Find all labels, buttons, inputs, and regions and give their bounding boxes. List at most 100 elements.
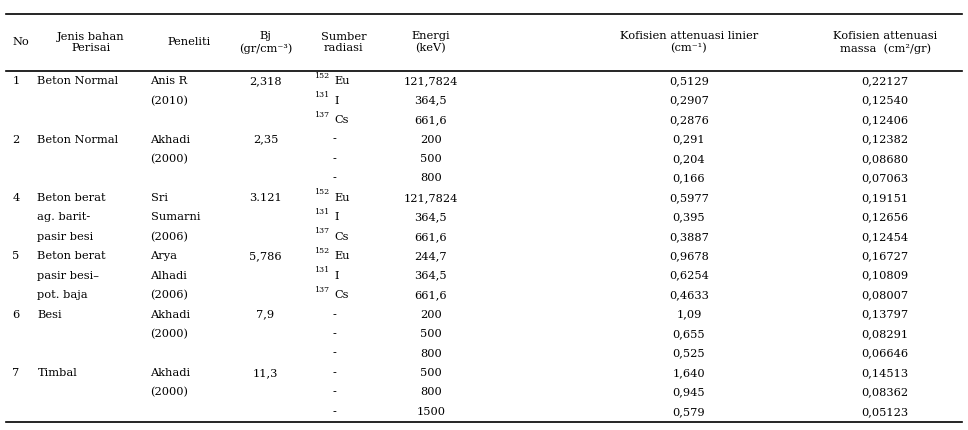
- Text: 152: 152: [315, 72, 329, 80]
- Text: 244,7: 244,7: [414, 251, 447, 261]
- Text: 0,12540: 0,12540: [862, 95, 909, 106]
- Text: Peneliti: Peneliti: [167, 37, 211, 47]
- Text: Alhadi: Alhadi: [150, 270, 188, 281]
- Text: Cs: Cs: [334, 115, 348, 125]
- Text: 0,08362: 0,08362: [862, 387, 909, 397]
- Text: 152: 152: [315, 188, 329, 197]
- Text: 800: 800: [420, 387, 441, 397]
- Text: Jenis bahan
Perisai: Jenis bahan Perisai: [57, 32, 125, 53]
- Text: 661,6: 661,6: [414, 290, 447, 300]
- Text: Arya: Arya: [150, 251, 177, 261]
- Text: ag. barit-: ag. barit-: [38, 212, 91, 222]
- Text: 364,5: 364,5: [414, 212, 447, 222]
- Text: 131: 131: [314, 266, 329, 274]
- Text: 0,12454: 0,12454: [862, 232, 909, 242]
- Text: pasir besi: pasir besi: [38, 232, 94, 242]
- Text: -: -: [332, 387, 336, 397]
- Text: 0,2907: 0,2907: [669, 95, 709, 106]
- Text: 1500: 1500: [416, 407, 445, 417]
- Text: 800: 800: [420, 348, 441, 359]
- Text: 0,4633: 0,4633: [669, 290, 709, 300]
- Text: 500: 500: [420, 368, 441, 378]
- Text: 137: 137: [315, 227, 329, 235]
- Text: 7: 7: [13, 368, 19, 378]
- Text: Beton Normal: Beton Normal: [38, 76, 118, 86]
- Text: 121,7824: 121,7824: [404, 76, 458, 86]
- Text: 0,08680: 0,08680: [862, 154, 909, 164]
- Text: Besi: Besi: [38, 310, 62, 319]
- Text: Akhadi: Akhadi: [150, 310, 191, 319]
- Text: Sumber
radiasi: Sumber radiasi: [321, 32, 367, 53]
- Text: Beton berat: Beton berat: [38, 251, 106, 261]
- Text: -: -: [332, 154, 336, 164]
- Text: Kofisien attenuasi
massa  (cm²/gr): Kofisien attenuasi massa (cm²/gr): [833, 31, 937, 54]
- Text: 0,579: 0,579: [673, 407, 706, 417]
- Text: 11,3: 11,3: [253, 368, 278, 378]
- Text: (2006): (2006): [150, 290, 189, 300]
- Text: -: -: [332, 310, 336, 319]
- Text: 0,07063: 0,07063: [862, 173, 909, 184]
- Text: 200: 200: [420, 310, 441, 319]
- Text: 0,945: 0,945: [673, 387, 706, 397]
- Text: (2000): (2000): [150, 387, 189, 398]
- Text: 2,35: 2,35: [253, 135, 278, 144]
- Text: 152: 152: [315, 247, 329, 255]
- Text: -: -: [332, 348, 336, 359]
- Text: 7,9: 7,9: [257, 310, 275, 319]
- Text: Energi
(keV): Energi (keV): [411, 31, 450, 53]
- Text: 137: 137: [315, 286, 329, 294]
- Text: 500: 500: [420, 154, 441, 164]
- Text: 500: 500: [420, 329, 441, 339]
- Text: Cs: Cs: [334, 290, 348, 300]
- Text: Beton berat: Beton berat: [38, 193, 106, 203]
- Text: Eu: Eu: [334, 76, 349, 86]
- Text: 4: 4: [13, 193, 19, 203]
- Text: 2: 2: [13, 135, 19, 144]
- Text: 0,9678: 0,9678: [669, 251, 709, 261]
- Text: 121,7824: 121,7824: [404, 193, 458, 203]
- Text: 0,5129: 0,5129: [669, 76, 709, 86]
- Text: 2,318: 2,318: [249, 76, 282, 86]
- Text: 0,525: 0,525: [673, 348, 706, 359]
- Text: 0,5977: 0,5977: [669, 193, 709, 203]
- Text: 131: 131: [314, 208, 329, 216]
- Text: Bj
(gr/cm⁻³): Bj (gr/cm⁻³): [239, 31, 292, 54]
- Text: 1,640: 1,640: [673, 368, 706, 378]
- Text: -: -: [332, 329, 336, 339]
- Text: (2006): (2006): [150, 232, 189, 242]
- Text: 0,12656: 0,12656: [862, 212, 909, 222]
- Text: -: -: [332, 173, 336, 184]
- Text: 0,14513: 0,14513: [862, 368, 909, 378]
- Text: Eu: Eu: [334, 193, 349, 203]
- Text: 0,22127: 0,22127: [862, 76, 909, 86]
- Text: 0,08007: 0,08007: [862, 290, 909, 300]
- Text: 0,2876: 0,2876: [669, 115, 709, 125]
- Text: I: I: [334, 270, 339, 281]
- Text: 200: 200: [420, 135, 441, 144]
- Text: 6: 6: [13, 310, 19, 319]
- Text: 0,19151: 0,19151: [862, 193, 909, 203]
- Text: (2010): (2010): [150, 95, 189, 106]
- Text: 800: 800: [420, 173, 441, 184]
- Text: I: I: [334, 212, 339, 222]
- Text: I: I: [334, 95, 339, 106]
- Text: 0,13797: 0,13797: [862, 310, 909, 319]
- Text: Anis R: Anis R: [150, 76, 188, 86]
- Text: 0,6254: 0,6254: [669, 270, 709, 281]
- Text: pasir besi–: pasir besi–: [38, 270, 100, 281]
- Text: 0,291: 0,291: [673, 135, 706, 144]
- Text: Cs: Cs: [334, 232, 348, 242]
- Text: 131: 131: [314, 91, 329, 99]
- Text: Timbal: Timbal: [38, 368, 77, 378]
- Text: 0,16727: 0,16727: [862, 251, 909, 261]
- Text: 0,10809: 0,10809: [862, 270, 909, 281]
- Text: 364,5: 364,5: [414, 270, 447, 281]
- Text: 661,6: 661,6: [414, 115, 447, 125]
- Text: Sumarni: Sumarni: [150, 212, 200, 222]
- Text: 5,786: 5,786: [249, 251, 282, 261]
- Text: -: -: [332, 135, 336, 144]
- Text: 661,6: 661,6: [414, 232, 447, 242]
- Text: Beton Normal: Beton Normal: [38, 135, 118, 144]
- Text: (2000): (2000): [150, 154, 189, 164]
- Text: 0,12382: 0,12382: [862, 135, 909, 144]
